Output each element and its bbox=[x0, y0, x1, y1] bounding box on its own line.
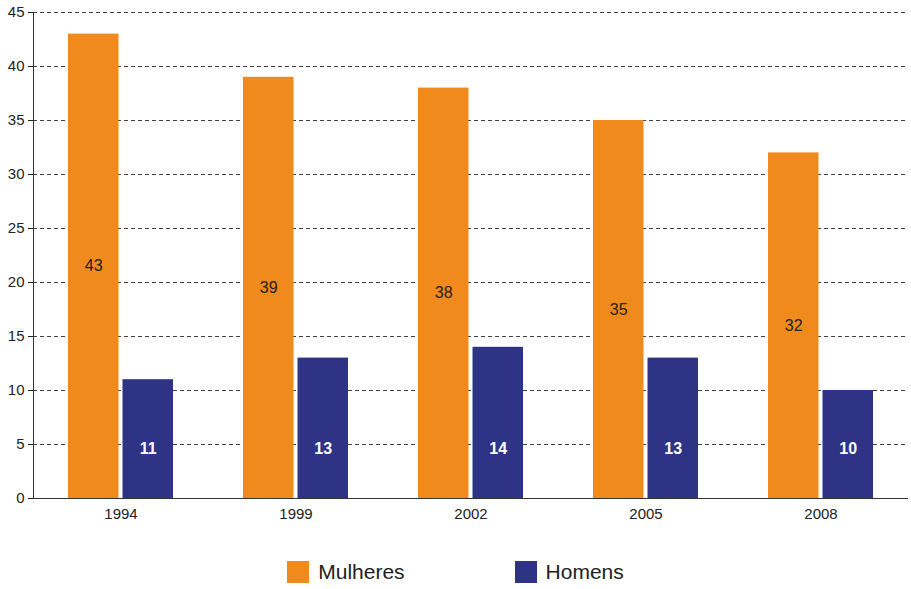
svg-text:2008: 2008 bbox=[804, 505, 837, 522]
svg-text:43: 43 bbox=[85, 257, 103, 274]
svg-text:32: 32 bbox=[785, 317, 803, 334]
svg-text:14: 14 bbox=[489, 440, 507, 457]
svg-text:0: 0 bbox=[16, 489, 24, 506]
html-text:Homens: Homens bbox=[545, 560, 624, 583]
svg-text:45: 45 bbox=[8, 3, 25, 20]
svg-text:15: 15 bbox=[8, 327, 25, 344]
svg-text:10: 10 bbox=[839, 440, 857, 457]
svg-text:11: 11 bbox=[140, 440, 157, 457]
svg-text:38: 38 bbox=[435, 284, 453, 301]
svg-text:10: 10 bbox=[8, 381, 25, 398]
svg-text:2005: 2005 bbox=[629, 505, 662, 522]
svg-text:13: 13 bbox=[664, 440, 682, 457]
svg-text:13: 13 bbox=[314, 440, 332, 457]
svg-text:30: 30 bbox=[8, 165, 25, 182]
svg-text:1994: 1994 bbox=[104, 505, 137, 522]
svg-text:2002: 2002 bbox=[454, 505, 487, 522]
svg-text:39: 39 bbox=[260, 279, 278, 296]
svg-text:35: 35 bbox=[8, 111, 25, 128]
svg-text:40: 40 bbox=[8, 57, 25, 74]
svg-text:35: 35 bbox=[610, 301, 628, 318]
html-text:Mulheres: Mulheres bbox=[318, 560, 405, 583]
svg-text:5: 5 bbox=[16, 435, 24, 452]
svg-text:1999: 1999 bbox=[279, 505, 312, 522]
svg-text:25: 25 bbox=[8, 219, 25, 236]
svg-text:20: 20 bbox=[8, 273, 25, 290]
